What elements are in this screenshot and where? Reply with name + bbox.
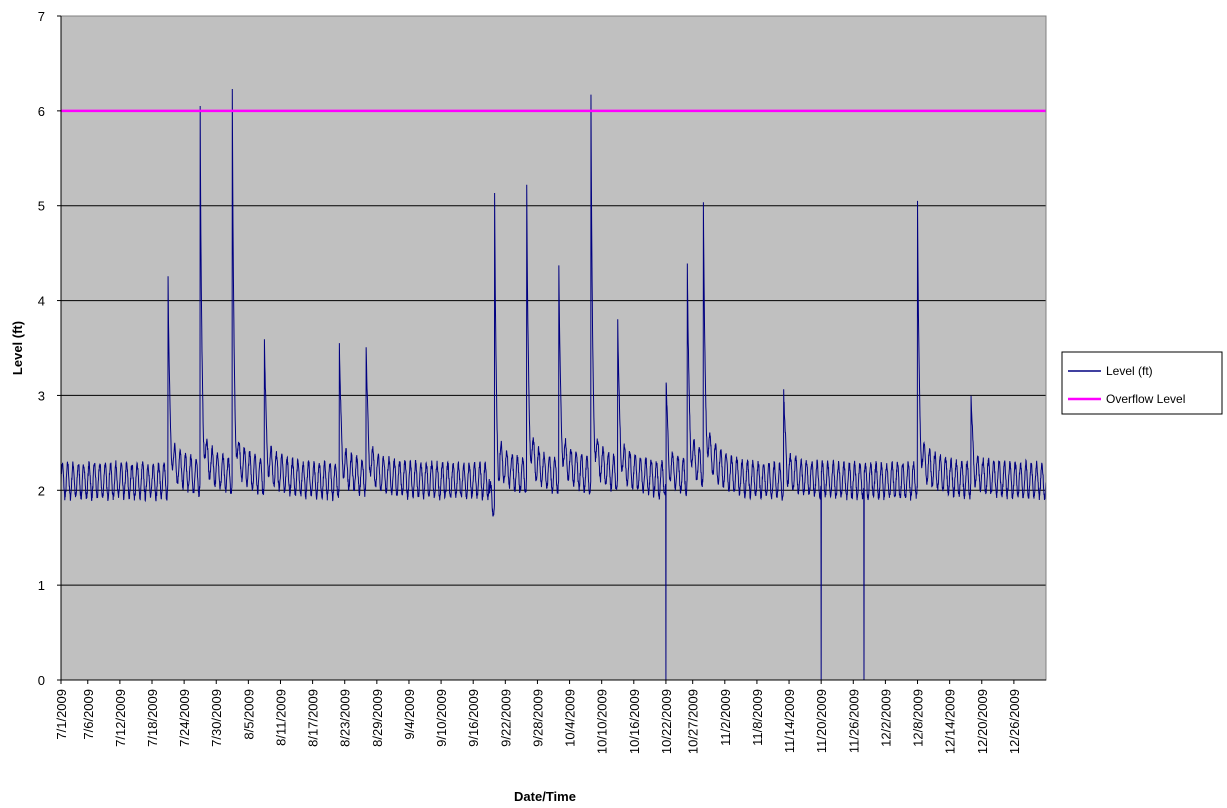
y-axis-ticks: 0 1 2 3 4 5 6 7 [38, 9, 61, 688]
x-tick-label: 12/8/2009 [911, 689, 926, 747]
x-tick-label: 10/4/2009 [563, 689, 578, 747]
x-axis-ticks: 7/1/2009 7/6/2009 7/12/2009 7/18/2009 7/24/2… [54, 680, 1022, 754]
x-tick-label: 9/10/2009 [434, 689, 449, 747]
x-tick-label: 12/14/2009 [943, 689, 958, 754]
plot-area-background [61, 16, 1046, 680]
x-tick-label: 7/12/2009 [113, 689, 128, 747]
x-tick-label: 7/18/2009 [145, 689, 160, 747]
legend-label-level: Level (ft) [1106, 364, 1153, 378]
x-tick-label: 8/5/2009 [241, 689, 256, 740]
y-tick-label: 5 [38, 199, 45, 214]
x-tick-label: 10/22/2009 [659, 689, 674, 754]
y-tick-label: 3 [38, 388, 45, 403]
legend: Level (ft) Overflow Level [1061, 351, 1223, 415]
x-tick-label: 12/20/2009 [975, 689, 990, 754]
x-tick-label: 11/14/2009 [782, 689, 797, 753]
x-tick-label: 9/22/2009 [498, 689, 513, 747]
y-tick-label: 6 [38, 104, 45, 119]
x-tick-label: 11/2/2009 [718, 689, 733, 746]
y-tick-label: 7 [38, 9, 45, 24]
x-tick-label: 11/8/2009 [750, 689, 765, 746]
x-tick-label: 12/26/2009 [1007, 689, 1022, 754]
y-axis-title: Level (ft) [10, 321, 25, 375]
x-tick-label: 11/20/2009 [814, 689, 829, 753]
x-tick-label: 9/16/2009 [466, 689, 481, 747]
legend-label-overflow: Overflow Level [1106, 392, 1185, 406]
x-tick-label: 12/2/2009 [878, 689, 893, 747]
x-tick-label: 9/28/2009 [530, 689, 545, 747]
series-layer [60, 89, 1047, 681]
x-tick-label: 9/4/2009 [402, 689, 417, 740]
x-tick-label: 7/30/2009 [209, 689, 224, 747]
x-tick-label: 10/10/2009 [595, 689, 610, 754]
x-tick-label: 11/26/2009 [846, 689, 861, 753]
legend-box [1061, 351, 1223, 415]
x-axis-title: Date/Time [514, 789, 576, 804]
x-tick-label: 8/23/2009 [338, 689, 353, 747]
x-tick-label: 8/29/2009 [370, 689, 385, 747]
x-tick-label: 10/27/2009 [686, 689, 701, 754]
x-tick-label: 10/16/2009 [627, 689, 642, 754]
x-tick-label: 7/1/2009 [54, 689, 69, 740]
y-tick-label: 4 [38, 294, 45, 309]
y-tick-label: 2 [38, 483, 45, 498]
x-tick-label: 7/24/2009 [177, 689, 192, 747]
x-tick-label: 7/6/2009 [81, 689, 96, 740]
series-level-line [60, 89, 1047, 681]
x-tick-label: 8/11/2009 [273, 689, 288, 746]
x-tick-label: 8/17/2009 [306, 689, 321, 747]
y-tick-label: 1 [38, 578, 45, 593]
y-tick-label: 0 [38, 673, 45, 688]
